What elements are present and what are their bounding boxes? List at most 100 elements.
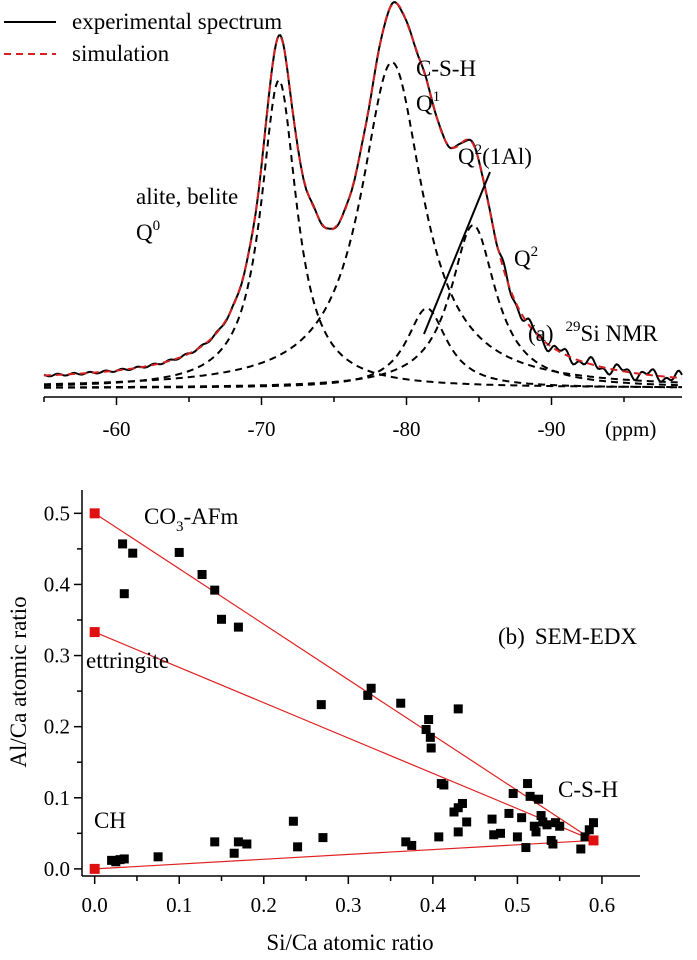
- edx-data-point: [210, 585, 220, 595]
- edx-y-tick-label: 0.1: [44, 786, 70, 810]
- q2-1al-label: Q2(1Al): [458, 142, 532, 169]
- edx-data-point: [174, 547, 184, 557]
- edx-data-point: [396, 698, 406, 708]
- edx-reference-point: [89, 627, 100, 638]
- edx-x-axis-label: Si/Ca atomic ratio: [266, 930, 433, 955]
- edx-x-tick-label: 0.2: [251, 893, 277, 917]
- ch-label: CH: [94, 808, 126, 833]
- edx-y-tick-label: 0.0: [44, 857, 70, 881]
- nmr-legend: experimental spectrum simulation: [4, 9, 282, 66]
- edx-x-tick-label: 0.1: [166, 893, 192, 917]
- edx-data-point: [517, 813, 527, 823]
- edx-data-point: [584, 825, 594, 835]
- nmr-component-curves: [44, 61, 683, 389]
- edx-data-point: [407, 840, 417, 850]
- edx-data-point: [153, 852, 163, 862]
- edx-reference-line-1: [94, 512, 594, 841]
- nmr-x-axis: -60 -70 -80 -90: [43, 396, 682, 441]
- edx-data-point: [508, 789, 518, 799]
- edx-data-point: [531, 827, 541, 837]
- q0-label-line1: alite, belite: [136, 184, 238, 209]
- edx-data-point: [401, 837, 411, 847]
- edx-data-point: [242, 839, 252, 849]
- edx-data-point: [318, 833, 328, 843]
- edx-data-point: [426, 743, 436, 753]
- edx-data-point: [119, 589, 129, 599]
- edx-x-tick-label: 0.5: [504, 893, 530, 917]
- csh-label: C-S-H: [558, 777, 618, 802]
- edx-y-tick-label: 0.2: [44, 715, 70, 739]
- edx-y-tick-label: 0.5: [44, 501, 70, 525]
- edx-reference-point: [89, 863, 100, 874]
- edx-data-point: [580, 832, 590, 842]
- edx-x-tick-label: 0.4: [420, 893, 447, 917]
- nmr-component-3: [44, 307, 682, 389]
- edx-data-point: [504, 808, 514, 818]
- nmr-panel-title: (a) 29Si NMR: [528, 319, 659, 346]
- edx-x-tick-label: 0.6: [589, 893, 615, 917]
- q1-label: Q1: [416, 89, 440, 116]
- edx-data-point: [293, 842, 303, 852]
- edx-data-point: [421, 725, 431, 735]
- afm-label: CO3-AFm: [144, 504, 239, 535]
- edx-data-point: [439, 780, 449, 790]
- edx-data-point: [118, 539, 128, 549]
- edx-data-point: [521, 843, 531, 853]
- simulation-line: [43, 1, 683, 380]
- edx-data-point: [555, 821, 565, 831]
- edx-data-point: [210, 837, 220, 847]
- edx-data-point: [512, 832, 522, 842]
- edx-reference-point: [588, 835, 599, 846]
- nmr-component-4: [44, 224, 682, 389]
- edx-data-point: [453, 704, 463, 714]
- edx-data-point: [534, 794, 544, 804]
- edx-data-point: [487, 814, 497, 824]
- edx-data-point: [548, 839, 558, 849]
- edx-y-tick-label: 0.3: [44, 644, 70, 668]
- edx-data-point: [233, 622, 243, 632]
- edx-reference-point: [89, 508, 100, 519]
- edx-y-tick-label: 0.4: [44, 572, 71, 596]
- edx-data-point: [366, 683, 376, 693]
- edx-panel-title: (b) SEM-EDX: [498, 624, 637, 649]
- edx-x-tick-label: 0.3: [335, 893, 361, 917]
- ettringite-label: ettringite: [86, 648, 169, 673]
- nmr-x-tick-label: -80: [393, 417, 421, 441]
- edx-reference-lines: [94, 512, 594, 870]
- edx-data-point: [576, 844, 586, 854]
- edx-y-axis-label: Al/Ca atomic ratio: [6, 596, 31, 767]
- q1-label-line1: C-S-H: [416, 56, 476, 81]
- edx-data-point: [457, 798, 467, 808]
- edx-reference-line-2: [94, 631, 594, 841]
- nmr-x-tick-label: -70: [248, 417, 276, 441]
- q2-1al-pointer-line: [423, 171, 491, 335]
- edx-data-point: [525, 791, 535, 801]
- edx-data-point: [288, 816, 298, 826]
- edx-data-point: [489, 830, 499, 840]
- edx-data-point: [229, 848, 239, 858]
- edx-data-point: [453, 827, 463, 837]
- edx-data-point: [233, 837, 243, 847]
- nmr-x-tick-label: -90: [538, 417, 566, 441]
- edx-data-point: [119, 854, 129, 864]
- nmr-x-axis-label: (ppm): [605, 417, 656, 441]
- nmr-x-tick-label: -60: [103, 417, 131, 441]
- nmr-panel: experimental spectrum simulation -60 -70-…: [4, 1, 683, 441]
- edx-data-point: [316, 700, 326, 710]
- edx-data-point: [434, 832, 444, 842]
- edx-data-point: [496, 828, 505, 838]
- edx-data-point: [197, 569, 207, 579]
- edx-data-point: [363, 690, 373, 700]
- edx-data-point: [542, 820, 552, 830]
- edx-x-tick-label: 0.0: [82, 893, 108, 917]
- edx-reference-line-3: [94, 839, 594, 870]
- q2-label: Q2: [514, 244, 538, 271]
- edx-scatter-points: [107, 539, 598, 867]
- edx-data-point: [128, 548, 138, 558]
- legend-simulation-label: simulation: [72, 41, 170, 66]
- q0-label: Q0: [136, 218, 160, 245]
- edx-data-point: [589, 818, 598, 828]
- edx-data-point: [462, 817, 472, 827]
- edx-data-point: [523, 779, 533, 789]
